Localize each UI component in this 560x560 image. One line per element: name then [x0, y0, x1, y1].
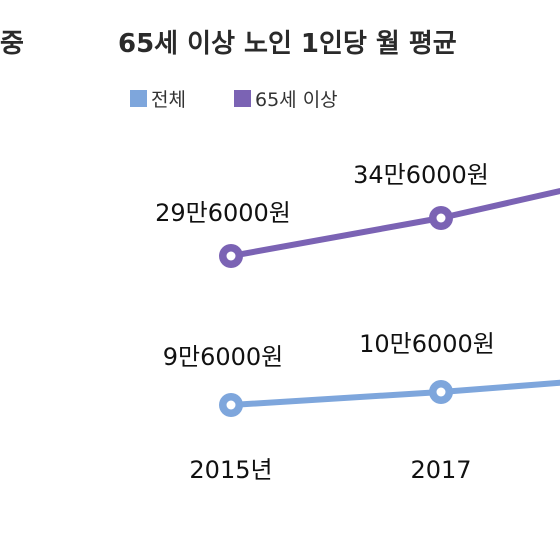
legend: 전체 65세 이상 — [130, 89, 338, 111]
data-point-0-1 — [429, 380, 453, 404]
series-1: 29만6000원 34만6000원 — [155, 161, 560, 268]
chart-title: 65세 이상 노인 1인당 월 평균 — [118, 29, 457, 59]
series-layer: 9만6000원 10만6000원 29만6000원 34만6000원 — [155, 161, 560, 417]
legend-label-1: 65세 이상 — [255, 89, 338, 111]
data-point-1-1 — [429, 206, 453, 230]
x-axis: 2015년 2017 — [189, 456, 471, 484]
data-label-0-0: 9만6000원 — [163, 343, 284, 371]
x-tick-label-0: 2015년 — [189, 456, 272, 484]
point-marker-inner — [226, 400, 236, 410]
series-line-0 — [228, 379, 560, 408]
point-marker-inner — [436, 213, 446, 223]
data-point-1-0 — [219, 244, 243, 268]
legend-swatch-1 — [234, 90, 251, 107]
data-label-0-1: 10만6000원 — [359, 330, 495, 358]
data-point-0-0 — [219, 393, 243, 417]
legend-label-0: 전체 — [151, 89, 186, 111]
point-marker-inner — [436, 387, 446, 397]
data-label-1-0: 29만6000원 — [155, 199, 291, 227]
point-marker-inner — [226, 251, 236, 261]
legend-swatch-0 — [130, 90, 147, 107]
left-title-fragment: 중 — [0, 29, 24, 59]
series-0: 9만6000원 10만6000원 — [163, 330, 560, 417]
data-label-1-1: 34만6000원 — [353, 161, 489, 189]
x-tick-label-1: 2017 — [410, 456, 471, 484]
